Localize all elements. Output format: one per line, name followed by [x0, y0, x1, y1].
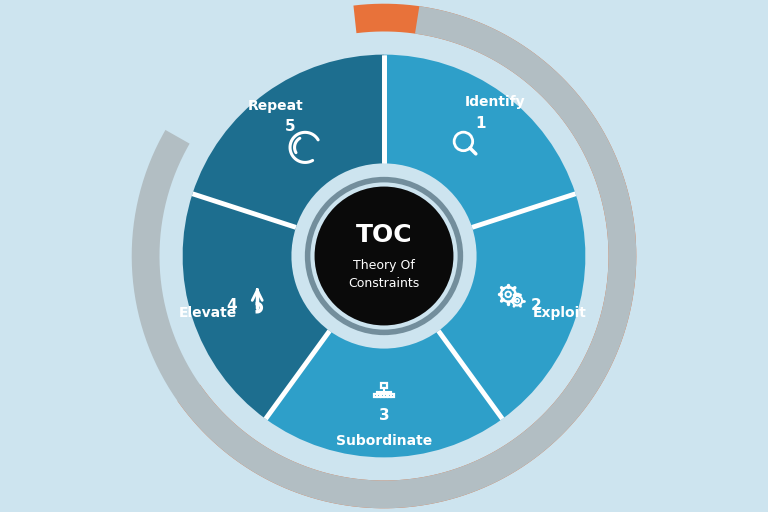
Text: Repeat: Repeat	[247, 99, 303, 113]
Text: Theory Of
Constraints: Theory Of Constraints	[349, 259, 419, 290]
Wedge shape	[193, 55, 384, 227]
Text: Identify: Identify	[465, 95, 526, 110]
Bar	[374, 394, 379, 397]
Bar	[382, 394, 386, 397]
Text: 3: 3	[379, 408, 389, 423]
Text: Subordinate: Subordinate	[336, 434, 432, 448]
Text: TOC: TOC	[356, 223, 412, 247]
Text: Elevate: Elevate	[179, 306, 237, 320]
Bar	[389, 394, 394, 397]
Wedge shape	[266, 331, 502, 457]
Wedge shape	[183, 194, 329, 419]
Bar	[381, 383, 387, 388]
Wedge shape	[384, 55, 575, 227]
Text: 4: 4	[227, 298, 237, 313]
Text: Exploit: Exploit	[533, 306, 587, 320]
Text: 1: 1	[475, 116, 486, 131]
Text: 2: 2	[531, 298, 541, 313]
Text: 5: 5	[285, 119, 296, 134]
Wedge shape	[439, 194, 585, 419]
Circle shape	[315, 186, 453, 326]
